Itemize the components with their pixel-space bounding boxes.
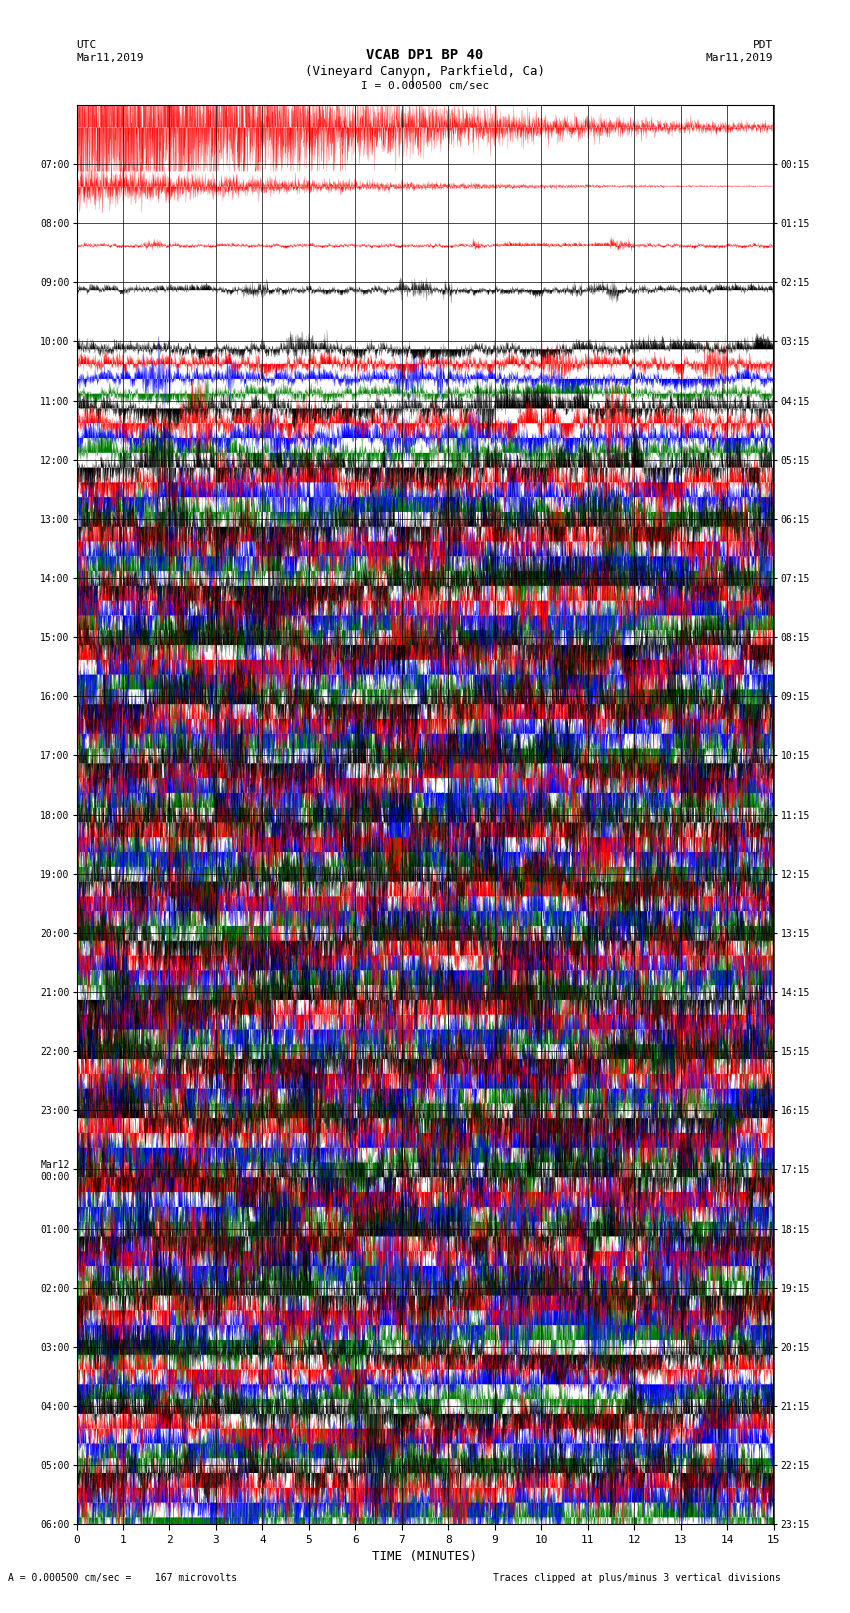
Text: VCAB DP1 BP 40: VCAB DP1 BP 40 — [366, 48, 484, 63]
Text: A = 0.000500 cm/sec =    167 microvolts: A = 0.000500 cm/sec = 167 microvolts — [8, 1573, 238, 1582]
Text: Traces clipped at plus/minus 3 vertical divisions: Traces clipped at plus/minus 3 vertical … — [493, 1573, 781, 1582]
Text: I = 0.000500 cm/sec: I = 0.000500 cm/sec — [361, 81, 489, 90]
Text: |: | — [409, 74, 416, 87]
Text: Mar11,2019: Mar11,2019 — [706, 53, 774, 63]
Text: PDT: PDT — [753, 40, 774, 50]
Text: UTC: UTC — [76, 40, 97, 50]
Text: Mar11,2019: Mar11,2019 — [76, 53, 144, 63]
Text: (Vineyard Canyon, Parkfield, Ca): (Vineyard Canyon, Parkfield, Ca) — [305, 65, 545, 77]
X-axis label: TIME (MINUTES): TIME (MINUTES) — [372, 1550, 478, 1563]
